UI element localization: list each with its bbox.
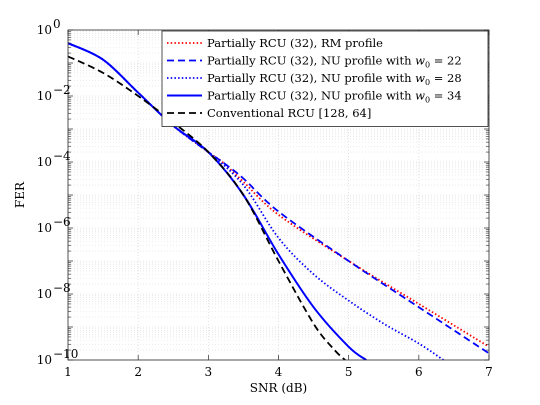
x-tick-label: 4: [275, 365, 283, 379]
legend-entry-name: Partially RCU (32), NU profile with: [207, 54, 415, 68]
y-tick-exponent: 0: [53, 17, 61, 31]
y-tick-label: 10 −4: [37, 149, 71, 169]
y-tick-exponent: −8: [53, 281, 71, 295]
legend-entry: Partially RCU (32), NU profile with w0 =…: [207, 71, 462, 87]
legend-box: [161, 30, 489, 127]
legend-entry: Partially RCU (32), NU profile with w0 =…: [207, 54, 462, 70]
y-tick-base: 10: [37, 353, 52, 367]
legend-entry-name: Conventional RCU [128, 64]: [207, 106, 371, 120]
legend-math-subscript: 0: [425, 96, 430, 105]
legend-entry: Partially RCU (32), NU profile with w0 =…: [207, 89, 462, 105]
legend-entry: Partially RCU (32), RM profile: [207, 36, 383, 50]
legend-entry: Conventional RCU [128, 64]: [207, 106, 371, 120]
series-layer: [68, 42, 489, 360]
legend-math-value: = 28: [430, 71, 462, 85]
legend-math-symbol: w: [415, 54, 425, 68]
legend-math-symbol: w: [415, 71, 425, 85]
legend-math-value: = 34: [430, 89, 462, 103]
y-tick-label: 10 −2: [37, 83, 71, 103]
series-line-5: [68, 55, 346, 360]
x-tick-label: 7: [485, 365, 493, 379]
y-tick-label: 10 −8: [37, 281, 71, 301]
x-tick-label: 3: [205, 365, 213, 379]
x-axis-label: SNR (dB): [250, 381, 307, 395]
y-tick-base: 10: [37, 89, 52, 103]
legend-math-value: = 22: [430, 54, 462, 68]
y-tick-exponent: −6: [53, 215, 71, 229]
y-tick-exponent: −2: [53, 83, 71, 97]
y-axis-label: FER: [13, 181, 27, 208]
x-tick-labels: 1 2 3 4 5 6 7: [64, 365, 493, 379]
x-tick-label: 5: [345, 365, 353, 379]
x-tick-label: 1: [64, 365, 72, 379]
y-tick-exponent: −4: [53, 149, 71, 163]
legend-entry-name: Partially RCU (32), NU profile with: [207, 71, 415, 85]
y-tick-exponent: −10: [53, 347, 78, 361]
y-tick-base: 10: [37, 287, 52, 301]
legend: Partially RCU (32), RM profile Partially …: [161, 30, 489, 127]
x-tick-label: 2: [134, 365, 142, 379]
y-tick-label: 10 −6: [37, 215, 71, 235]
y-tick-base: 10: [37, 23, 52, 37]
y-tick-label: 10 −10: [37, 347, 79, 367]
legend-entry-name: Partially RCU (32), NU profile with: [207, 89, 415, 103]
legend-math-subscript: 0: [425, 61, 430, 70]
y-tick-label: 10 0: [37, 17, 61, 37]
y-tick-base: 10: [37, 155, 52, 169]
x-tick-label: 6: [415, 365, 423, 379]
legend-entry-name: Partially RCU (32), RM profile: [207, 36, 383, 50]
legend-math-subscript: 0: [425, 78, 430, 87]
y-tick-base: 10: [37, 221, 52, 235]
legend-math-symbol: w: [415, 89, 425, 103]
